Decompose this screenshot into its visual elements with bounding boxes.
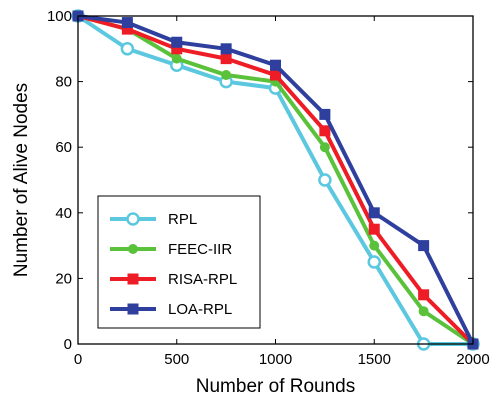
legend-marker-risa-rpl — [127, 273, 139, 285]
data-point-risa-rpl-5 — [319, 125, 331, 137]
legend-marker-loa-rpl — [127, 303, 139, 315]
data-point-feec-iir-5 — [319, 142, 330, 153]
data-point-rpl-6 — [367, 255, 381, 269]
data-point-loa-rpl-4 — [270, 59, 281, 71]
legend-label-feec-iir: FEEC-IIR — [168, 241, 232, 258]
y-tick-label-5: 100 — [47, 8, 72, 25]
data-point-feec-iir-2 — [171, 53, 182, 64]
legend-item-loa-rpl: LOA-RPL — [110, 301, 232, 318]
data-point-loa-rpl-5 — [319, 108, 331, 120]
legend-marker-feec-iir — [128, 244, 138, 254]
legend-marker-rpl — [126, 212, 140, 226]
data-point-feec-iir-6 — [369, 240, 380, 251]
x-tick-label-4: 2000 — [456, 351, 489, 368]
legend: RPL FEEC-IIR RISA-RPL LOA-RPL — [97, 195, 261, 329]
data-point-feec-iir-7 — [418, 306, 429, 317]
y-tick-label-0: 0 — [64, 336, 72, 353]
legend-label-rpl: RPL — [168, 211, 197, 228]
data-point-risa-rpl-7 — [418, 289, 430, 301]
legend-label-loa-rpl: LOA-RPL — [168, 301, 232, 318]
series-layer — [71, 9, 480, 351]
x-tick-label-1: 500 — [164, 351, 189, 368]
data-point-rpl-1 — [120, 42, 135, 56]
legend-label-risa-rpl: RISA-RPL — [168, 271, 237, 288]
y-tick-label-4: 80 — [55, 74, 72, 91]
y-tick-label-3: 60 — [55, 139, 72, 156]
legend-item-rpl: RPL — [110, 211, 197, 228]
x-tick-label-3: 1500 — [358, 351, 391, 368]
y-tick-label-2: 40 — [55, 205, 72, 222]
data-point-risa-rpl-6 — [368, 223, 380, 235]
data-point-risa-rpl-3 — [220, 53, 232, 65]
y-tick-label-1: 20 — [55, 270, 72, 287]
axes-layer: 0 500 1000 1500 2000 0 20 40 60 80 100 — [47, 8, 490, 368]
data-point-risa-rpl-4 — [270, 69, 281, 81]
data-point-loa-rpl-7 — [418, 240, 430, 252]
data-point-loa-rpl-6 — [368, 207, 380, 219]
x-tick-label-2: 1000 — [259, 351, 292, 368]
data-point-loa-rpl-1 — [121, 17, 133, 29]
data-point-rpl-5 — [318, 173, 332, 187]
x-tick-label-0: 0 — [74, 351, 82, 368]
data-point-loa-rpl-2 — [171, 36, 183, 48]
y-axis-label: Number of Alive Nodes — [11, 83, 32, 277]
legend-item-feec-iir: FEEC-IIR — [110, 241, 232, 258]
data-point-loa-rpl-3 — [220, 43, 232, 55]
data-point-feec-iir-3 — [221, 70, 232, 81]
legend-item-risa-rpl: RISA-RPL — [110, 271, 237, 288]
x-axis-label: Number of Rounds — [196, 376, 355, 397]
